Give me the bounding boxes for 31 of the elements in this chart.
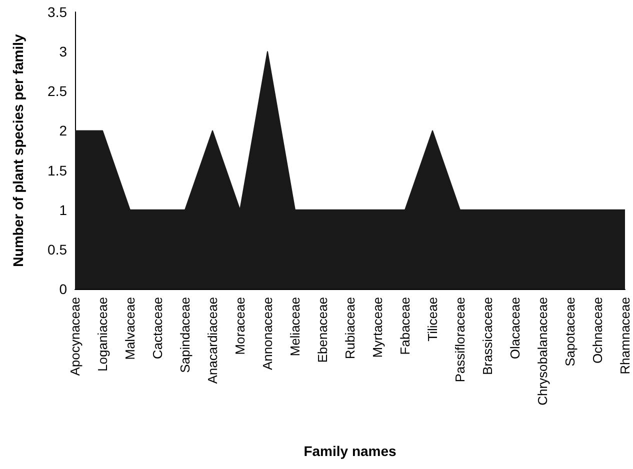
x-tick-label: Anacardiaceae xyxy=(205,297,220,384)
x-tick-label: Loganiaceae xyxy=(95,297,110,372)
x-tick-label: Chrysobalanaceae xyxy=(535,297,550,406)
x-tick-label: Fabaceae xyxy=(398,297,412,355)
y-tick-label: 2.5 xyxy=(48,83,68,100)
x-tick-label: Myrtaceae xyxy=(370,297,385,358)
x-tick-label: Malvaceae xyxy=(122,297,138,360)
y-tick-label: 3.5 xyxy=(48,4,68,20)
x-tick-label: Olacaceae xyxy=(508,297,522,360)
x-tick-label: Sapindaceae xyxy=(178,297,192,373)
y-tick-label: 1.5 xyxy=(48,162,68,178)
x-tick-label: Sapotaceae xyxy=(562,297,578,366)
x-tick-label: Moraceae xyxy=(232,297,248,355)
y-tick-label: 2 xyxy=(59,122,68,139)
y-tick-label: 3 xyxy=(59,44,68,60)
x-tick-label: Passifloraceae xyxy=(452,297,468,382)
x-tick-label: Rhamnaceae xyxy=(618,297,632,374)
y-axis-title: Number of plant species per family xyxy=(10,34,26,267)
x-tick-label: Rubiaceae xyxy=(342,297,358,360)
x-tick-label: Meliaceae xyxy=(288,297,302,356)
x-tick-label: Cactaceae xyxy=(150,297,165,360)
y-tick-label: 0.5 xyxy=(48,241,68,258)
x-tick-label: Annonaceae xyxy=(260,297,275,370)
y-tick-label: 0 xyxy=(59,281,68,297)
x-tick-label: Tiliceae xyxy=(425,297,440,342)
x-tick-label: Brassicaceae xyxy=(480,297,495,376)
x-tick-label: Ebenaceae xyxy=(315,297,330,363)
y-tick-label: 1 xyxy=(59,202,68,218)
x-tick-label: Ochnaceae xyxy=(590,297,605,364)
x-tick-label: Apocynaceae xyxy=(68,297,82,376)
x-axis-title: Family names xyxy=(304,443,397,459)
